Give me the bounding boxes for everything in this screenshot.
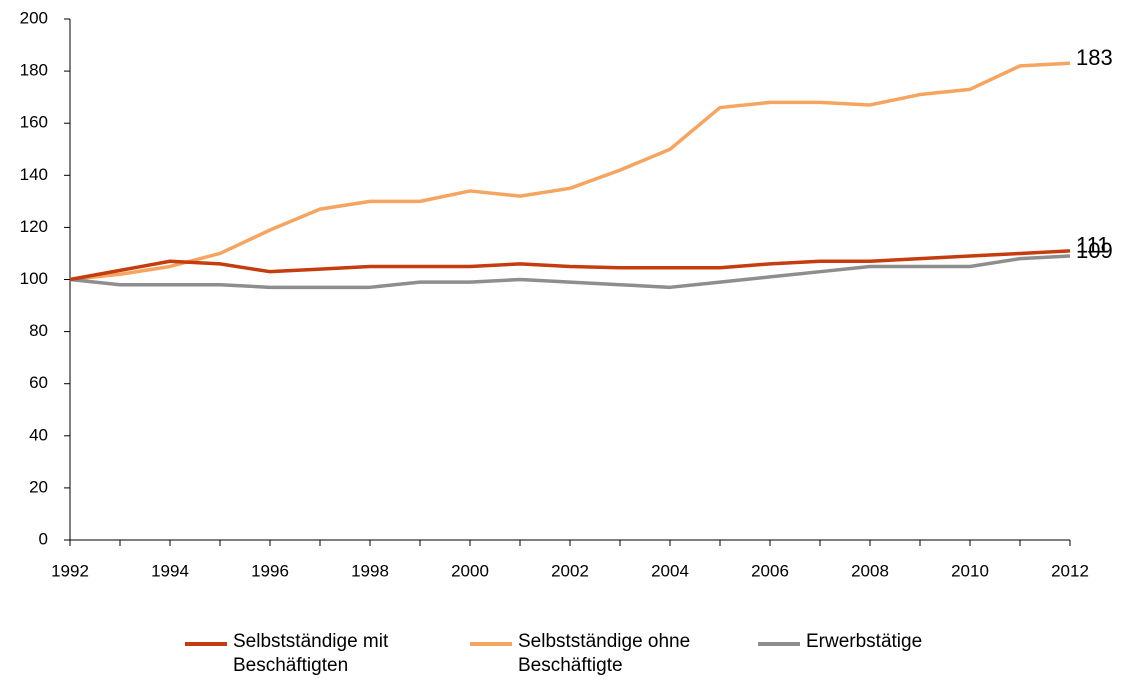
x-tick-label: 2004 xyxy=(651,561,689,580)
y-tick-label: 40 xyxy=(29,425,48,444)
legend: Selbstständige mit Beschäftigten Selbstst… xyxy=(0,630,1128,681)
legend-label: Selbstständige ohne Beschäftigte xyxy=(518,631,691,676)
x-tick-label: 2002 xyxy=(551,561,589,580)
x-tick-label: 2006 xyxy=(751,561,789,580)
chart: 0 20 40 60 80 100 120 140 160 180 200 1992 1994 1996 1… xyxy=(20,8,1113,580)
legend-label: Selbstständige mit Beschäftigten xyxy=(233,631,389,676)
value-label: 183 xyxy=(1076,45,1113,70)
legend-swatch xyxy=(185,642,227,646)
value-label: 109 xyxy=(1076,238,1113,263)
x-tick-label: 2008 xyxy=(851,561,889,580)
y-tick-label: 160 xyxy=(20,113,48,132)
legend-label: Erwerbstätige xyxy=(806,631,923,652)
legend-swatch xyxy=(470,642,512,646)
y-tick-label: 180 xyxy=(20,61,48,80)
legend-swatch xyxy=(758,642,800,646)
y-tick-label: 80 xyxy=(29,321,48,340)
y-tick-label: 0 xyxy=(39,529,48,548)
x-tick-label: 1996 xyxy=(251,561,289,580)
y-tick-label: 20 xyxy=(29,477,48,496)
x-tick-label: 2000 xyxy=(451,561,489,580)
value-label: 111 xyxy=(1076,233,1109,258)
y-tick-label: 140 xyxy=(20,165,48,184)
x-tick-label: 2012 xyxy=(1051,561,1089,580)
x-tick-label: 1992 xyxy=(51,561,89,580)
series-line xyxy=(69,249,1071,282)
y-tick-label: 120 xyxy=(20,217,48,236)
x-tick-label: 1994 xyxy=(151,561,189,580)
series-line xyxy=(69,61,1071,282)
series-line xyxy=(69,254,1071,290)
x-tick-label: 2010 xyxy=(951,561,989,580)
x-tick-label: 1998 xyxy=(351,561,389,580)
y-tick-label: 100 xyxy=(20,269,48,288)
y-tick-label: 60 xyxy=(29,373,48,392)
y-tick-label: 200 xyxy=(20,8,48,27)
